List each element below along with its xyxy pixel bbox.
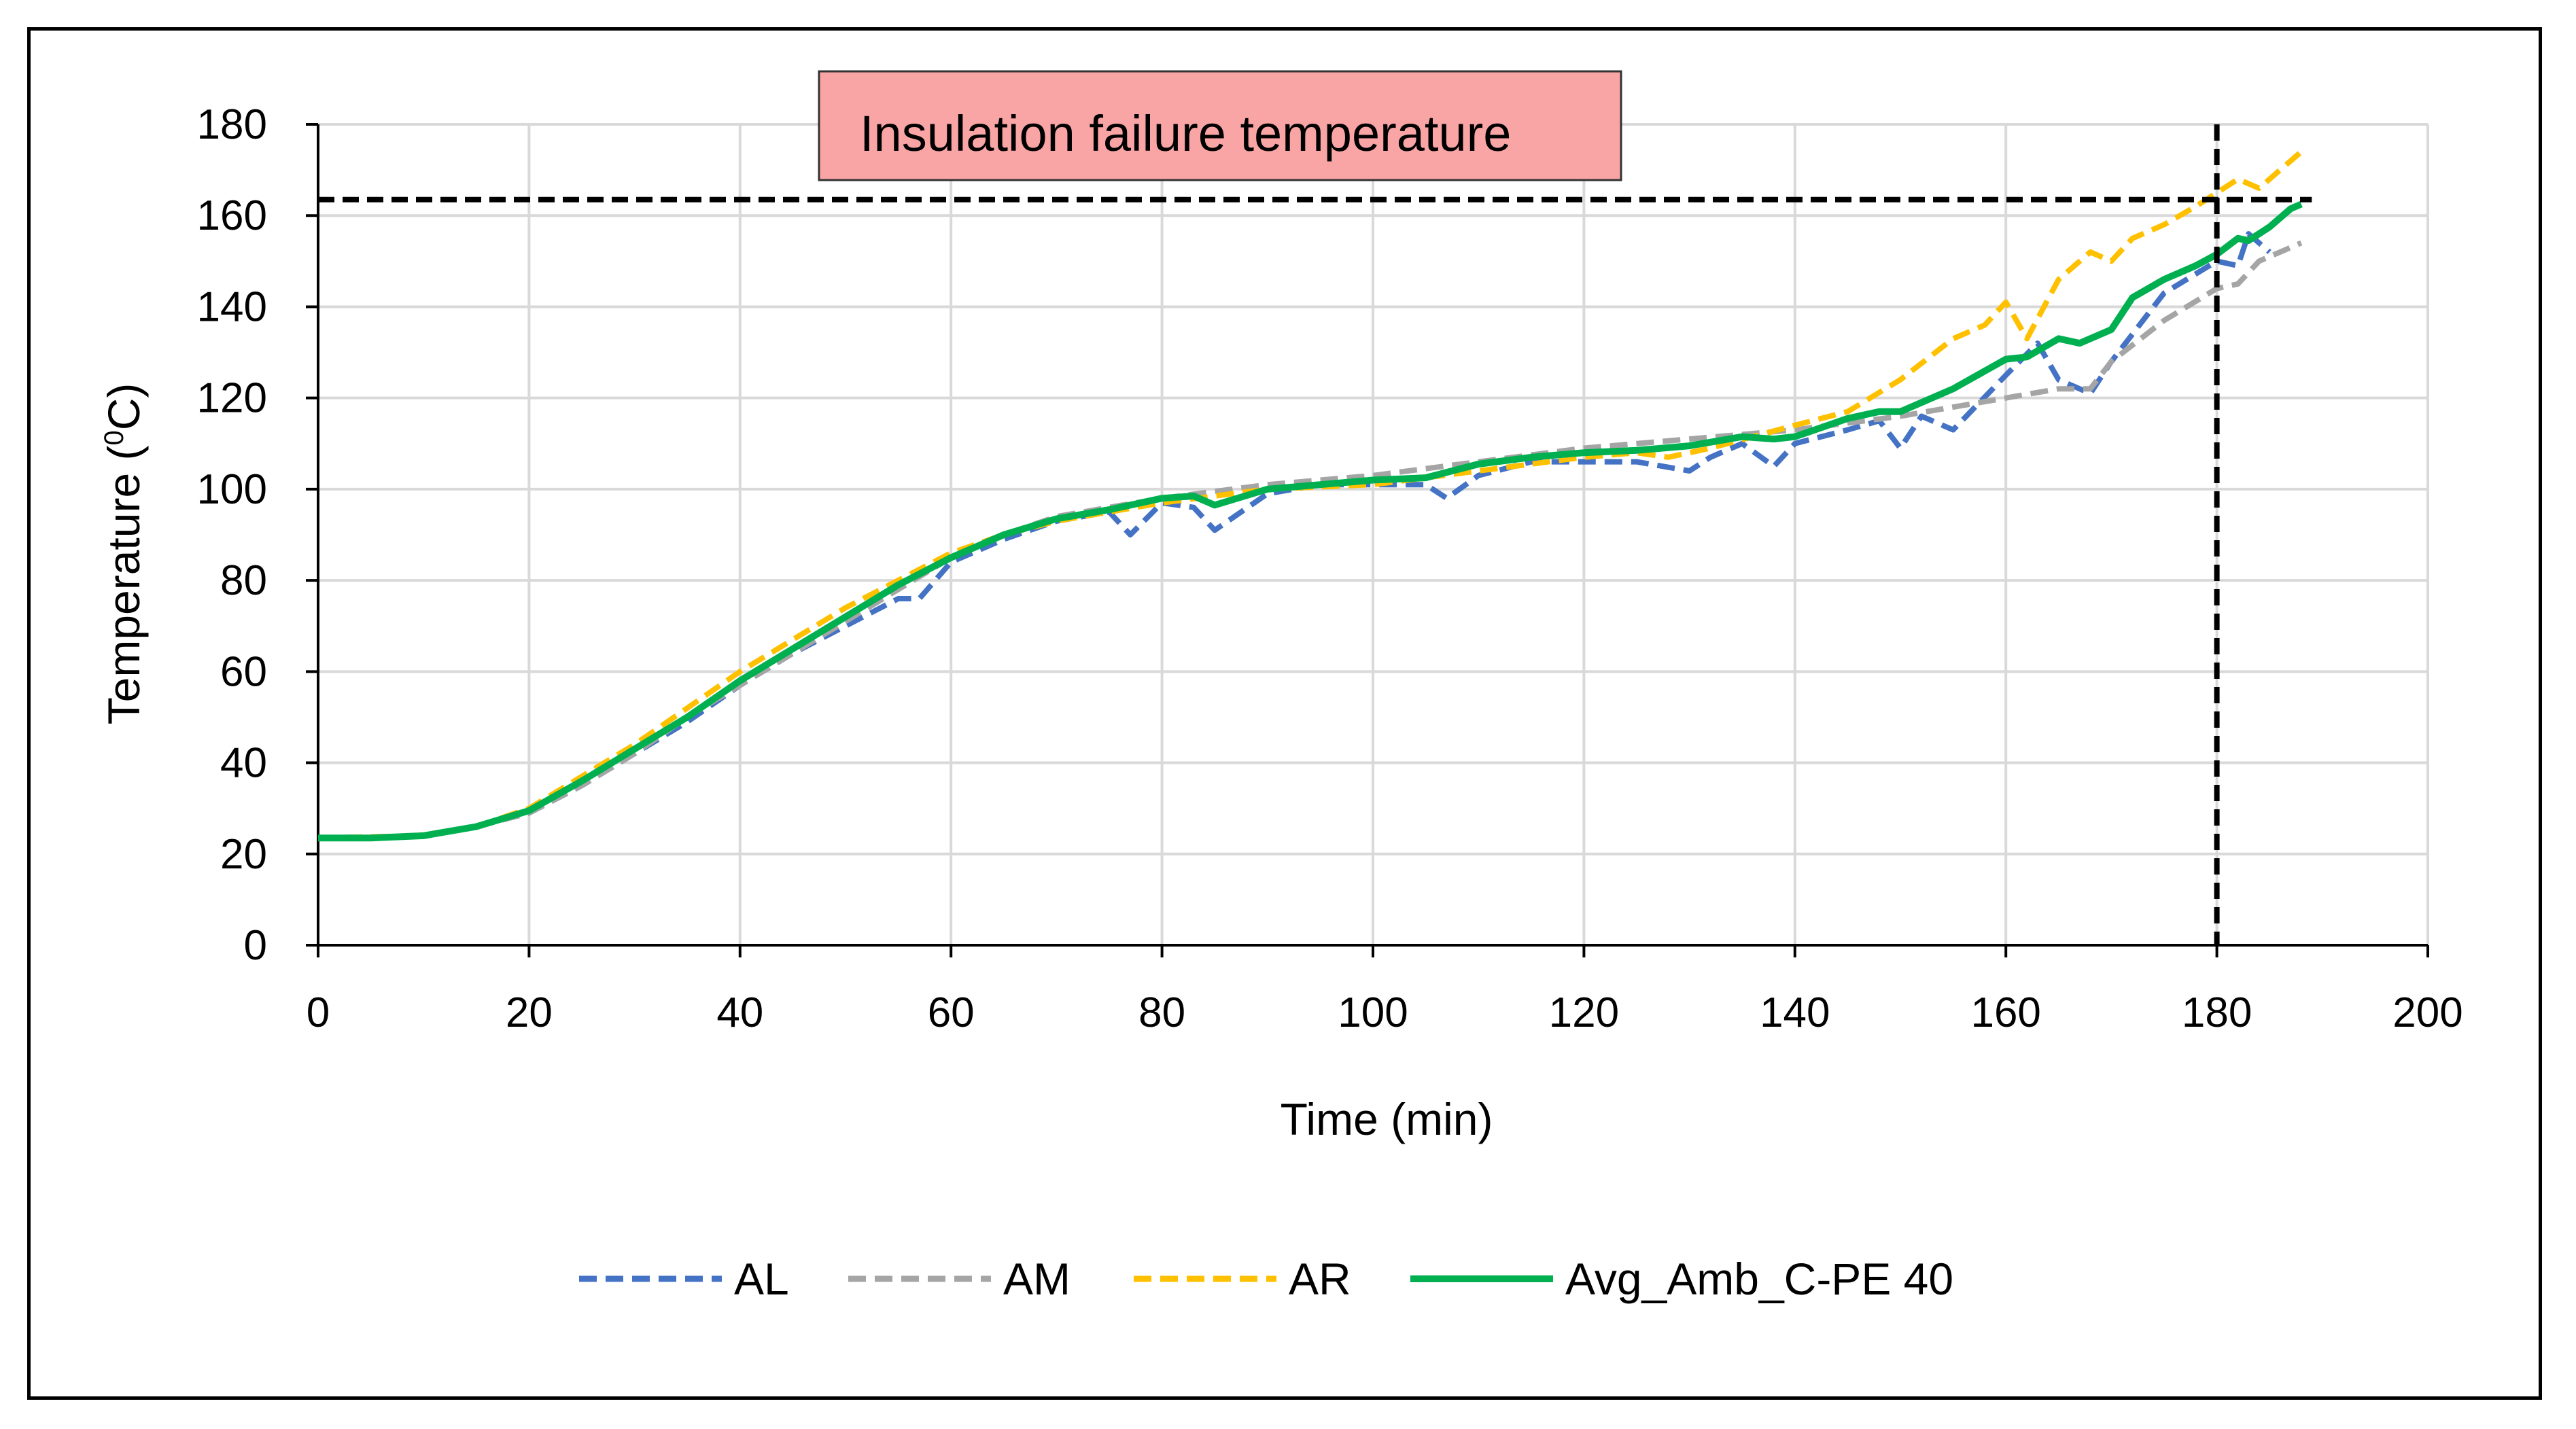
x-tick-label: 20 [506, 989, 553, 1036]
x-tick-label: 200 [2392, 989, 2462, 1036]
x-tick-label: 80 [1138, 989, 1185, 1036]
y-tick-label: 60 [220, 648, 267, 695]
y-tick-label: 20 [220, 831, 267, 878]
y-tick-label: 180 [197, 101, 267, 148]
y-tick-label: 140 [197, 283, 267, 330]
x-tick-label: 180 [2182, 989, 2252, 1036]
x-tick-label: 100 [1338, 989, 1408, 1036]
series-line-al [318, 231, 2272, 841]
x-tick-label: 40 [716, 989, 763, 1036]
y-axis-title-superscript: 0 [99, 430, 129, 445]
chart-frame [27, 27, 2542, 1400]
series-line-ar [317, 149, 2303, 841]
series-line-am [317, 240, 2303, 841]
failure-annotation: Insulation failure temperature [818, 70, 1622, 181]
reference-lines [318, 124, 2312, 945]
y-tick-label: 40 [220, 740, 267, 787]
y-tick-label: 80 [220, 557, 267, 604]
legend: AL AM AR Avg_Amb_C-PE 40 [579, 1254, 1953, 1304]
x-tick-label: 60 [928, 989, 975, 1036]
gridlines [318, 123, 2429, 945]
series-lines [317, 149, 2303, 842]
x-tick-label: 0 [307, 989, 330, 1036]
annotation-box [818, 70, 1622, 181]
y-tick-label: 100 [197, 466, 267, 513]
axes [306, 123, 2429, 957]
x-axis-title: Time (min) [1281, 1094, 1493, 1144]
legend-label: AM [1003, 1254, 1071, 1304]
legend-label: Avg_Amb_C-PE 40 [1565, 1254, 1953, 1304]
x-tick-label: 120 [1549, 989, 1619, 1036]
legend-label: AR [1289, 1254, 1351, 1304]
y-axis-title-unit: C) [99, 383, 149, 431]
y-tick-label: 0 [244, 922, 267, 969]
y-tick-label: 160 [197, 192, 267, 239]
y-tick-label: 120 [197, 375, 267, 422]
x-tick-label: 140 [1760, 989, 1830, 1036]
series-line-avg-amb-c-pe-40 [318, 200, 2303, 842]
x-tick-label: 160 [1970, 989, 2040, 1036]
tick-labels: 0 20 40 60 80 100 120 140 160 180 0 20 40 60 80 100 120 1… [197, 101, 2463, 1036]
legend-label: AL [734, 1254, 789, 1304]
y-axis-title-main: Temperature ( [99, 446, 149, 725]
y-axis-title: Temperature (0C) [99, 383, 149, 725]
annotation-text: Insulation failure temperature [860, 105, 1511, 162]
